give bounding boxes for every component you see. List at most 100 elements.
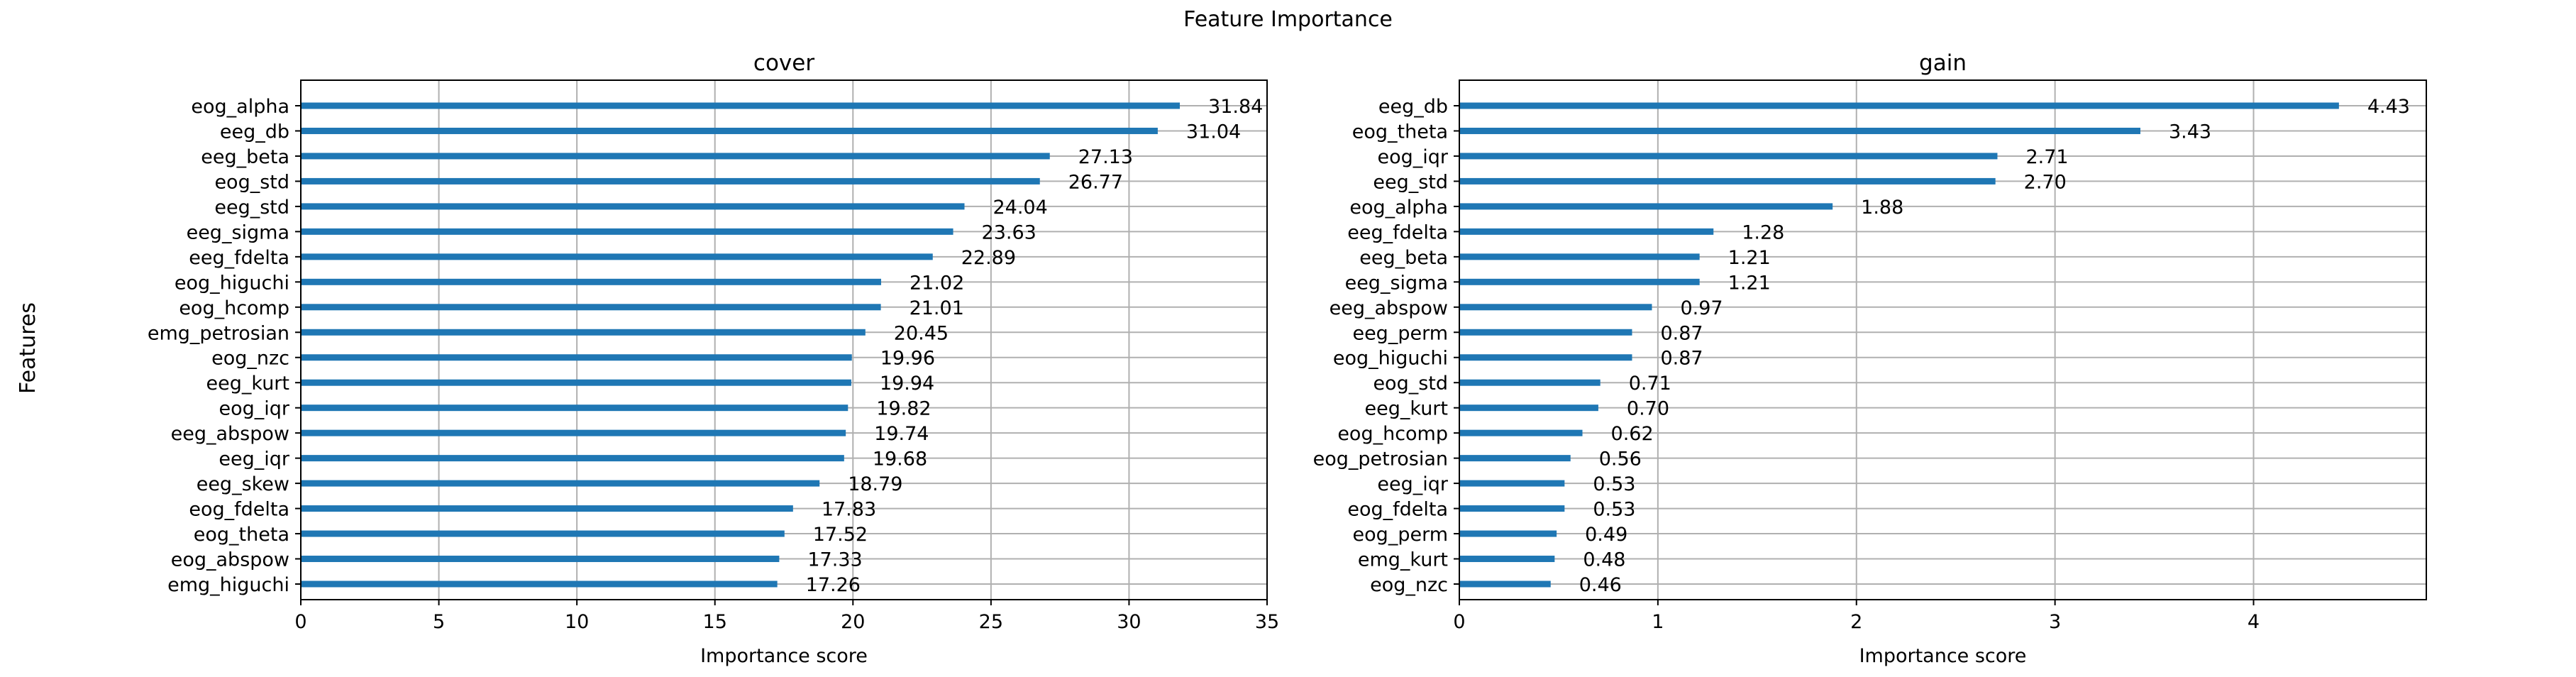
y-tick-label: eog_hcomp bbox=[1337, 423, 1448, 445]
bar-value-label: 17.26 bbox=[806, 574, 861, 596]
x-tick-label: 4 bbox=[2248, 611, 2260, 633]
bar-value-label: 22.89 bbox=[961, 247, 1016, 269]
bar-value-label: 1.21 bbox=[1728, 247, 1771, 269]
bar-value-label: 0.71 bbox=[1629, 373, 1671, 395]
bar-value-label: 0.56 bbox=[1599, 448, 1642, 470]
y-tick-label: eog_std bbox=[1373, 373, 1448, 395]
y-tick-label: eog_fdelta bbox=[189, 499, 289, 521]
bar-value-label: 19.82 bbox=[876, 398, 931, 420]
bar bbox=[1459, 556, 1555, 563]
y-tick-label: eeg_fdelta bbox=[1347, 221, 1448, 243]
bar bbox=[301, 228, 953, 235]
y-tick-label: eog_alpha bbox=[1349, 197, 1448, 219]
bar-value-label: 0.49 bbox=[1585, 524, 1627, 546]
bar-value-label: 17.33 bbox=[807, 549, 862, 571]
bar-value-label: 2.70 bbox=[2024, 171, 2067, 193]
bar-value-label: 19.68 bbox=[873, 448, 927, 470]
x-tick-label: 0 bbox=[1453, 611, 1465, 633]
y-tick-label: eog_theta bbox=[194, 524, 289, 546]
x-tick-label: 5 bbox=[433, 611, 445, 633]
x-tick-label: 0 bbox=[294, 611, 306, 633]
bar bbox=[301, 304, 881, 311]
bar bbox=[1459, 505, 1565, 512]
bar-value-label: 0.70 bbox=[1627, 398, 1669, 420]
y-tick-label: eog_higuchi bbox=[1333, 348, 1448, 370]
axes-frame bbox=[1459, 79, 2427, 600]
y-tick-label: eeg_beta bbox=[1359, 247, 1448, 269]
bar bbox=[301, 177, 1040, 185]
bar-value-label: 1.21 bbox=[1728, 272, 1771, 294]
y-tick-label: eeg_std bbox=[214, 197, 289, 219]
bar bbox=[1459, 480, 1565, 487]
bar bbox=[301, 556, 780, 563]
bar-value-label: 27.13 bbox=[1078, 146, 1133, 168]
y-tick-label: eog_iqr bbox=[1377, 146, 1448, 168]
bar-value-label: 3.43 bbox=[2169, 121, 2211, 143]
x-tick-label: 2 bbox=[1850, 611, 1862, 633]
bar bbox=[301, 530, 785, 537]
bar bbox=[301, 127, 1158, 134]
bar-value-label: 1.88 bbox=[1861, 197, 1903, 219]
x-axis-label: Importance score bbox=[700, 645, 868, 667]
bar bbox=[301, 379, 851, 386]
x-tick-label: 30 bbox=[1117, 611, 1141, 633]
bar-value-label: 0.87 bbox=[1660, 322, 1703, 344]
y-tick-label: eog_hcomp bbox=[179, 297, 289, 319]
bar-value-label: 0.97 bbox=[1680, 297, 1723, 319]
bar bbox=[1459, 379, 1601, 386]
bar bbox=[1459, 329, 1632, 336]
y-tick-label: eog_abspow bbox=[171, 549, 289, 571]
chart-title: gain bbox=[1919, 50, 1967, 76]
y-tick-label: eeg_beta bbox=[201, 146, 289, 168]
bar bbox=[301, 429, 846, 436]
chart-panel-gain: 4.433.432.712.701.881.281.211.210.970.87… bbox=[1313, 50, 2427, 667]
bar bbox=[1459, 580, 1551, 588]
bar bbox=[301, 102, 1181, 109]
x-tick-label: 20 bbox=[841, 611, 865, 633]
bar bbox=[301, 329, 866, 336]
bar-value-label: 0.53 bbox=[1593, 473, 1635, 495]
bar-value-label: 0.62 bbox=[1611, 423, 1654, 445]
bar-value-label: 0.87 bbox=[1660, 348, 1703, 370]
y-tick-label: eog_fdelta bbox=[1347, 499, 1448, 521]
y-tick-label: eeg_iqr bbox=[219, 448, 290, 470]
bar bbox=[301, 580, 778, 588]
bar bbox=[1459, 354, 1632, 361]
y-tick-label: eeg_sigma bbox=[187, 221, 289, 243]
y-tick-label: eeg_db bbox=[220, 121, 289, 143]
bar-value-label: 24.04 bbox=[993, 197, 1047, 219]
bar bbox=[301, 278, 881, 285]
chart-title: cover bbox=[753, 50, 814, 76]
bar-value-label: 1.28 bbox=[1742, 221, 1784, 243]
y-tick-label: eeg_fdelta bbox=[189, 247, 289, 269]
bar bbox=[301, 404, 848, 412]
bar bbox=[1459, 228, 1714, 235]
bar-value-label: 31.84 bbox=[1208, 96, 1263, 118]
bar bbox=[1459, 102, 2339, 109]
bar bbox=[1459, 203, 1833, 210]
bar-value-label: 21.01 bbox=[910, 297, 964, 319]
bar-value-label: 26.77 bbox=[1068, 171, 1123, 193]
bar-value-label: 2.71 bbox=[2025, 146, 2068, 168]
bar-value-label: 19.94 bbox=[880, 373, 934, 395]
x-tick-label: 1 bbox=[1652, 611, 1664, 633]
bar-value-label: 23.63 bbox=[982, 221, 1037, 243]
y-tick-label: eeg_skew bbox=[197, 473, 289, 495]
bar bbox=[1459, 455, 1571, 462]
x-tick-label: 15 bbox=[703, 611, 727, 633]
bar bbox=[301, 455, 844, 462]
bar bbox=[1459, 404, 1598, 412]
bar bbox=[1459, 127, 2140, 134]
bar-value-label: 0.46 bbox=[1579, 574, 1622, 596]
bar bbox=[1459, 304, 1652, 311]
y-tick-label: eeg_perm bbox=[1352, 322, 1448, 344]
x-tick-label: 25 bbox=[979, 611, 1003, 633]
y-tick-label: eog_theta bbox=[1352, 121, 1448, 143]
bar-value-label: 0.53 bbox=[1593, 499, 1635, 521]
y-tick-label: eeg_db bbox=[1378, 96, 1448, 118]
bar-value-label: 19.74 bbox=[874, 423, 929, 445]
x-tick-label: 35 bbox=[1255, 611, 1279, 633]
y-tick-label: eog_nzc bbox=[211, 348, 289, 370]
